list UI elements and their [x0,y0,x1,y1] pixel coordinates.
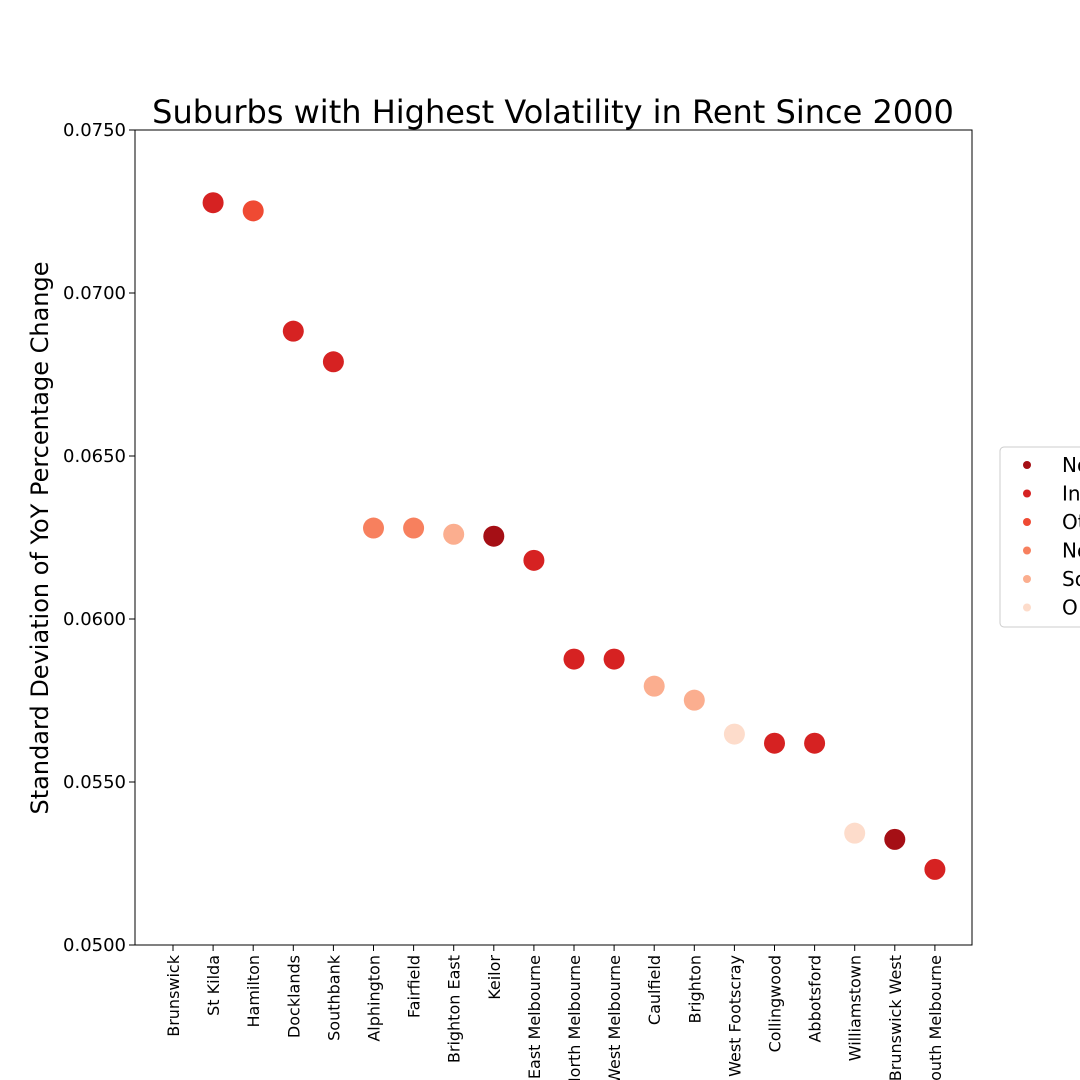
legend-label: In [1062,482,1080,506]
x-tick-label: Keilor [485,955,504,1000]
y-axis-ticks: 0.0500 0.0550 0.0600 0.0650 0.0700 0.0750 [63,120,135,956]
x-tick-label: West Footscray [725,955,744,1077]
x-tick-label: Williamstown [846,955,865,1061]
legend-marker [1023,575,1031,583]
y-tick-label: 0.0500 [63,935,126,956]
x-tick-label: Brighton East [445,955,464,1063]
x-tick-label: East Melbourne [525,955,544,1079]
data-point [804,732,826,754]
x-tick-label: Collingwood [766,955,785,1052]
x-tick-label: Southbank [324,954,343,1041]
data-point [683,689,705,711]
x-tick-label: Brighton [685,955,704,1024]
x-tick-label: Hamilton [244,955,263,1028]
plot-area-frame [134,129,973,946]
x-tick-label: St Kilda [204,955,223,1016]
x-tick-label: West Melbourne [605,955,624,1080]
data-point [282,320,304,342]
data-point [363,517,384,539]
data-point [884,828,906,850]
data-point [723,723,745,745]
y-tick-label: 0.0750 [63,120,126,141]
y-tick-label: 0.0550 [63,772,126,793]
legend-marker [1023,603,1031,612]
x-tick-label: South Melbourne [926,955,945,1080]
y-axis-label: Standard Deviation of YoY Percentage Cha… [26,262,54,815]
y-tick-label: 0.0650 [63,446,126,467]
x-tick-label: North Melbourne [565,955,584,1080]
x-axis-ticks: Brunswick St Kilda Hamilton Docklands Southb… [164,945,945,1080]
x-tick-label: Fairfield [405,955,424,1018]
data-point [403,517,425,539]
data-point [202,192,224,214]
data-point [563,648,585,670]
data-point [242,200,264,222]
legend-label: No [1062,453,1080,477]
data-point [603,648,625,670]
legend-label: Ot [1062,510,1080,534]
x-tick-label: Alphington [365,955,384,1042]
data-point [523,549,545,571]
legend-marker [1023,546,1031,555]
y-tick-label: 0.0700 [63,283,126,304]
data-point [924,858,946,880]
x-tick-label: Docklands [284,955,303,1038]
data-point [643,675,665,697]
data-point [844,822,866,844]
legend-marker [1023,461,1031,469]
x-tick-label: Abbotsford [806,955,825,1043]
legend-marker [1023,489,1031,498]
data-point [483,525,505,547]
legend-label: O [1062,596,1078,620]
data-points [202,192,946,880]
legend-label: So [1062,567,1080,591]
legend: No In Ot No So O [999,446,1080,628]
x-tick-label: Brunswick [164,954,183,1037]
data-point [764,732,785,754]
legend-label: No [1062,539,1080,563]
legend-marker [1023,518,1031,526]
legend-box [999,446,1080,628]
data-point [322,351,344,373]
y-tick-label: 0.0600 [63,609,126,630]
chart-title: Suburbs with Highest Volatility in Rent … [152,93,954,131]
x-tick-label: Caulfield [645,955,664,1025]
data-point [443,523,465,545]
x-tick-label: Brunswick West [886,955,905,1080]
